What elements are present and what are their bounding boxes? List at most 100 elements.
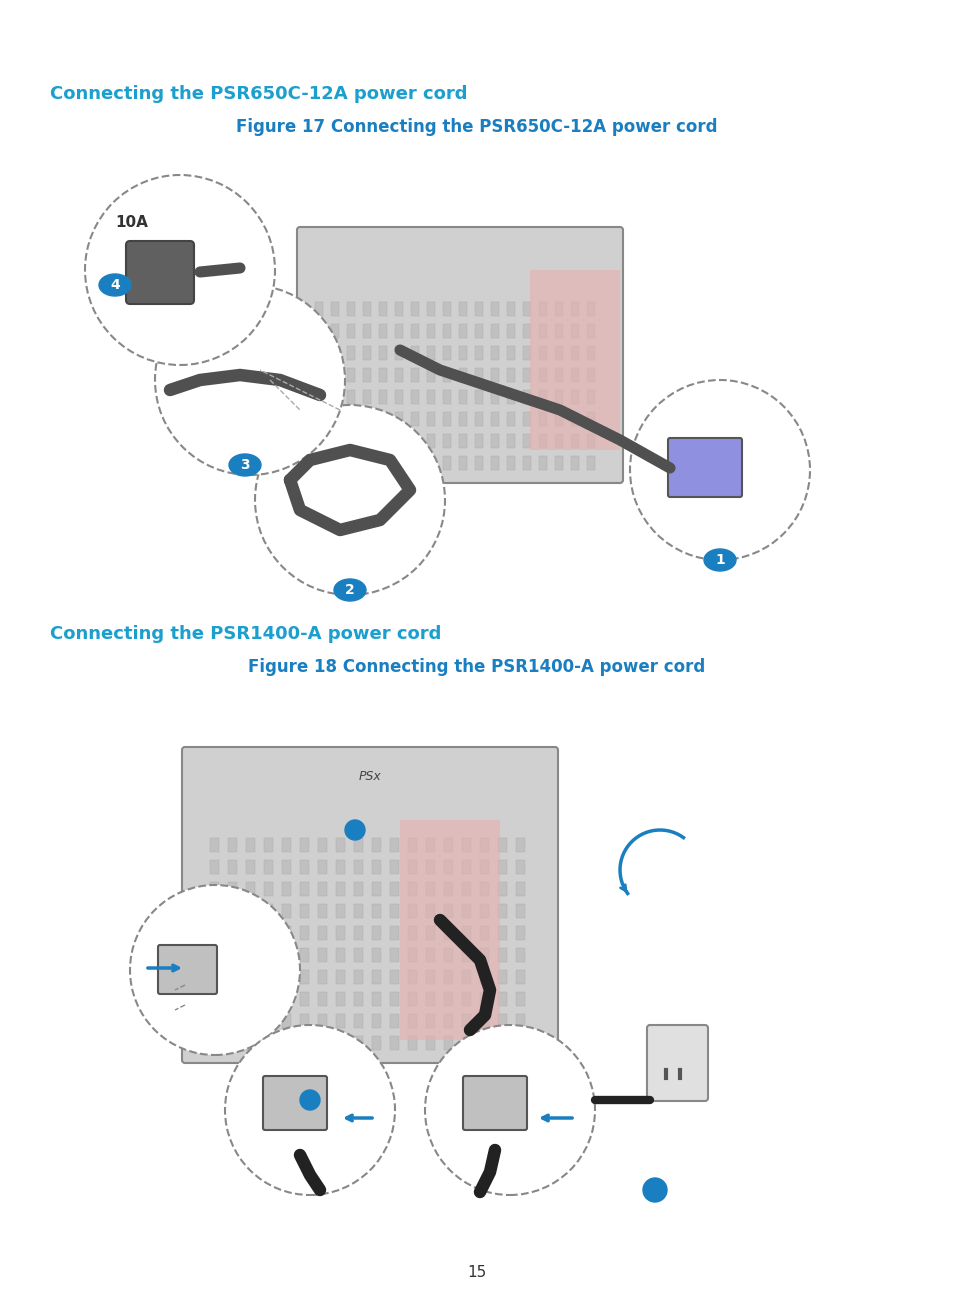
Bar [390, 861, 398, 874]
Bar [347, 412, 355, 426]
Bar [538, 368, 546, 382]
Bar [354, 861, 363, 874]
Bar [461, 1036, 471, 1050]
Bar [443, 839, 453, 851]
Bar [264, 861, 273, 874]
Bar [479, 905, 489, 918]
Bar [475, 368, 482, 382]
FancyBboxPatch shape [399, 820, 499, 1039]
Circle shape [85, 175, 274, 365]
Bar [506, 390, 515, 404]
Bar [228, 1013, 236, 1028]
Bar [479, 969, 489, 984]
Bar [475, 390, 482, 404]
Bar [586, 434, 595, 448]
Bar [506, 412, 515, 426]
Bar [335, 861, 345, 874]
Bar [491, 456, 498, 470]
Bar [299, 927, 309, 940]
Bar [228, 883, 236, 896]
Bar [497, 883, 506, 896]
Bar [408, 991, 416, 1006]
Bar [479, 991, 489, 1006]
Bar [491, 346, 498, 360]
Bar [458, 412, 467, 426]
Bar [378, 368, 387, 382]
Bar [586, 302, 595, 316]
Bar [516, 883, 524, 896]
Bar [411, 302, 418, 316]
Bar [331, 456, 338, 470]
Bar [246, 991, 254, 1006]
Bar [475, 346, 482, 360]
Bar [411, 456, 418, 470]
Bar [317, 883, 327, 896]
Bar [461, 861, 471, 874]
Bar [408, 947, 416, 962]
Bar [210, 991, 219, 1006]
Bar [210, 839, 219, 851]
Bar [335, 947, 345, 962]
Bar [475, 302, 482, 316]
Bar [443, 969, 453, 984]
Bar [522, 412, 531, 426]
Bar [506, 456, 515, 470]
Bar [586, 412, 595, 426]
Bar [586, 324, 595, 338]
Bar [516, 1036, 524, 1050]
FancyBboxPatch shape [296, 227, 622, 483]
Bar [506, 368, 515, 382]
Bar [372, 1013, 380, 1028]
Ellipse shape [229, 454, 261, 476]
Bar [390, 991, 398, 1006]
Bar [347, 434, 355, 448]
Bar [363, 368, 371, 382]
Bar [411, 412, 418, 426]
Bar [317, 991, 327, 1006]
Bar [282, 969, 291, 984]
Bar [282, 927, 291, 940]
Bar [461, 947, 471, 962]
Bar [347, 302, 355, 316]
Bar [317, 1036, 327, 1050]
Bar [491, 434, 498, 448]
Bar [314, 324, 323, 338]
Circle shape [254, 404, 444, 595]
Bar [426, 905, 435, 918]
Bar [408, 927, 416, 940]
FancyBboxPatch shape [182, 746, 558, 1063]
Bar [458, 434, 467, 448]
Bar [390, 883, 398, 896]
Bar [264, 1036, 273, 1050]
Bar [299, 905, 309, 918]
Bar [363, 324, 371, 338]
Bar [426, 991, 435, 1006]
Bar [228, 839, 236, 851]
Text: Connecting the PSR650C-12A power cord: Connecting the PSR650C-12A power cord [50, 86, 467, 102]
Bar [538, 412, 546, 426]
Bar [282, 861, 291, 874]
Bar [497, 991, 506, 1006]
Bar [408, 905, 416, 918]
Text: 10A: 10A [115, 215, 148, 229]
Bar [497, 861, 506, 874]
Bar [442, 346, 451, 360]
Bar [317, 839, 327, 851]
Ellipse shape [99, 273, 131, 295]
Bar [363, 302, 371, 316]
Bar [246, 1013, 254, 1028]
Bar [282, 883, 291, 896]
Bar [443, 947, 453, 962]
Bar [443, 861, 453, 874]
Bar [443, 905, 453, 918]
Circle shape [299, 1090, 319, 1109]
Bar [538, 456, 546, 470]
Bar [246, 839, 254, 851]
Bar [475, 324, 482, 338]
FancyBboxPatch shape [126, 241, 193, 305]
Bar [314, 412, 323, 426]
Bar [390, 905, 398, 918]
Bar [335, 839, 345, 851]
Bar [411, 368, 418, 382]
Bar [395, 346, 402, 360]
